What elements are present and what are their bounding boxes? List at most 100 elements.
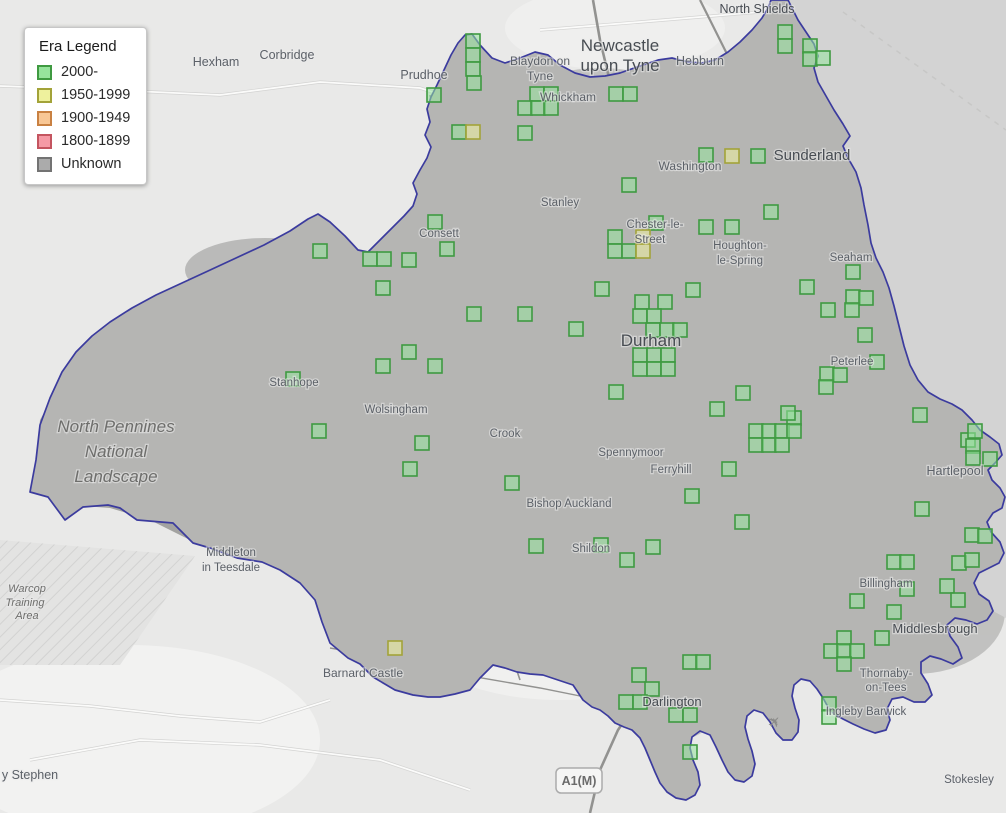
- era-square[interactable]: [646, 361, 662, 377]
- era-square[interactable]: [311, 423, 327, 439]
- era-square[interactable]: [682, 744, 698, 760]
- era-square[interactable]: [568, 321, 584, 337]
- era-square[interactable]: [465, 33, 481, 49]
- era-square[interactable]: [657, 294, 673, 310]
- era-square[interactable]: [750, 148, 766, 164]
- era-square[interactable]: [721, 461, 737, 477]
- era-square[interactable]: [815, 50, 831, 66]
- era-square[interactable]: [465, 61, 481, 77]
- era-square[interactable]: [517, 306, 533, 322]
- era-square[interactable]: [820, 302, 836, 318]
- era-square[interactable]: [621, 243, 637, 259]
- era-square[interactable]: [682, 707, 698, 723]
- era-square[interactable]: [387, 640, 403, 656]
- era-square[interactable]: [465, 124, 481, 140]
- era-square[interactable]: [858, 290, 874, 306]
- era-square[interactable]: [660, 361, 676, 377]
- era-square[interactable]: [593, 537, 609, 553]
- era-square[interactable]: [845, 264, 861, 280]
- era-square[interactable]: [632, 694, 648, 710]
- era-square[interactable]: [618, 694, 634, 710]
- era-square[interactable]: [786, 423, 802, 439]
- era-square[interactable]: [695, 654, 711, 670]
- era-square[interactable]: [622, 86, 638, 102]
- era-square[interactable]: [761, 437, 777, 453]
- era-square[interactable]: [869, 354, 885, 370]
- era-square[interactable]: [735, 385, 751, 401]
- era-square[interactable]: [780, 405, 796, 421]
- era-square[interactable]: [914, 501, 930, 517]
- era-square[interactable]: [672, 322, 688, 338]
- era-square[interactable]: [375, 280, 391, 296]
- era-square[interactable]: [376, 251, 392, 267]
- era-square[interactable]: [734, 514, 750, 530]
- era-square[interactable]: [982, 451, 998, 467]
- era-square[interactable]: [774, 437, 790, 453]
- era-square[interactable]: [886, 604, 902, 620]
- era-square[interactable]: [977, 528, 993, 544]
- era-square[interactable]: [821, 709, 837, 725]
- era-square[interactable]: [401, 344, 417, 360]
- era-square[interactable]: [939, 578, 955, 594]
- era-square[interactable]: [761, 423, 777, 439]
- era-square[interactable]: [465, 47, 481, 63]
- era-square[interactable]: [401, 252, 417, 268]
- era-square[interactable]: [426, 87, 442, 103]
- era-square[interactable]: [608, 86, 624, 102]
- era-square[interactable]: [414, 435, 430, 451]
- era-square[interactable]: [607, 243, 623, 259]
- era-square[interactable]: [748, 423, 764, 439]
- era-square[interactable]: [375, 358, 391, 374]
- era-square[interactable]: [635, 243, 651, 259]
- era-square[interactable]: [899, 554, 915, 570]
- era-square[interactable]: [685, 282, 701, 298]
- era-square[interactable]: [777, 24, 793, 40]
- era-square[interactable]: [698, 219, 714, 235]
- era-square[interactable]: [886, 554, 902, 570]
- era-square[interactable]: [427, 214, 443, 230]
- era-square[interactable]: [823, 643, 839, 659]
- era-square[interactable]: [439, 241, 455, 257]
- era-square[interactable]: [799, 279, 815, 295]
- era-square[interactable]: [857, 327, 873, 343]
- era-square[interactable]: [594, 281, 610, 297]
- era-square[interactable]: [517, 125, 533, 141]
- era-square[interactable]: [504, 475, 520, 491]
- era-square[interactable]: [607, 229, 623, 245]
- era-square[interactable]: [632, 308, 648, 324]
- era-square[interactable]: [621, 177, 637, 193]
- era-square[interactable]: [965, 450, 981, 466]
- era-square[interactable]: [967, 423, 983, 439]
- era-square[interactable]: [724, 219, 740, 235]
- era-square[interactable]: [684, 488, 700, 504]
- era-square[interactable]: [608, 384, 624, 400]
- era-square[interactable]: [950, 592, 966, 608]
- era-square[interactable]: [724, 148, 740, 164]
- era-square[interactable]: [832, 367, 848, 383]
- era-square[interactable]: [660, 347, 676, 363]
- era-square[interactable]: [619, 552, 635, 568]
- era-square[interactable]: [646, 347, 662, 363]
- era-square[interactable]: [648, 215, 664, 231]
- era-square[interactable]: [802, 51, 818, 67]
- era-square[interactable]: [645, 539, 661, 555]
- era-square[interactable]: [402, 461, 418, 477]
- era-square[interactable]: [543, 100, 559, 116]
- era-square[interactable]: [964, 527, 980, 543]
- era-square[interactable]: [312, 243, 328, 259]
- era-square[interactable]: [466, 75, 482, 91]
- era-square[interactable]: [451, 124, 467, 140]
- era-square[interactable]: [844, 302, 860, 318]
- era-square[interactable]: [836, 630, 852, 646]
- era-square[interactable]: [836, 656, 852, 672]
- era-square[interactable]: [632, 347, 648, 363]
- era-square[interactable]: [698, 147, 714, 163]
- era-square[interactable]: [874, 630, 890, 646]
- era-square[interactable]: [777, 38, 793, 54]
- era-square[interactable]: [818, 379, 834, 395]
- era-square[interactable]: [951, 555, 967, 571]
- era-square[interactable]: [845, 289, 861, 305]
- era-square[interactable]: [748, 437, 764, 453]
